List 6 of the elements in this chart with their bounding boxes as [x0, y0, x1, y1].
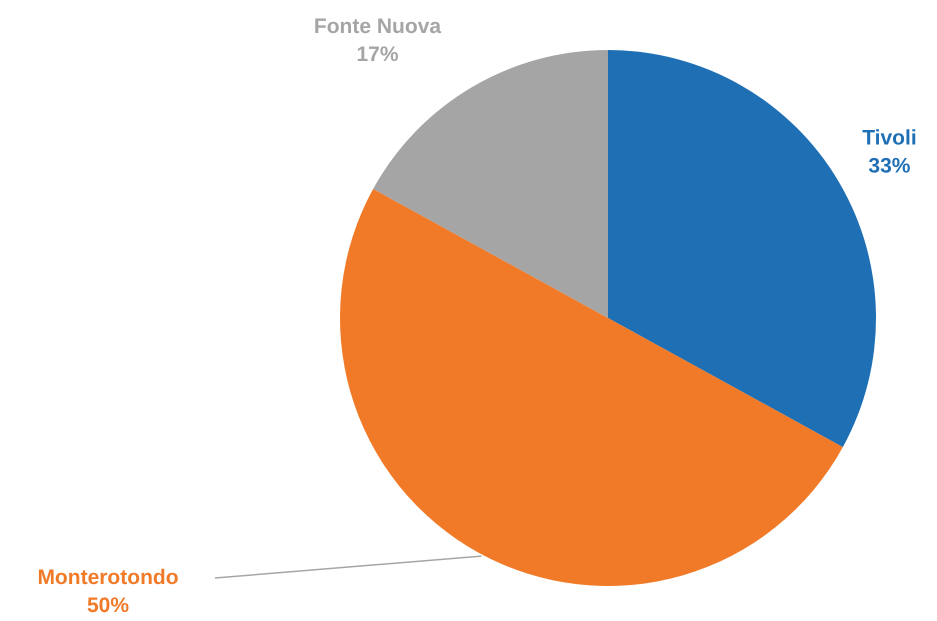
slice-label: Tivoli	[862, 126, 917, 150]
data-label: 17%	[356, 42, 399, 66]
data-label: 33%	[868, 154, 911, 178]
data-label: 50%	[86, 594, 130, 617]
slice-label: Monterotondo	[37, 566, 179, 589]
slice-label: Fonte Nuova	[314, 14, 442, 38]
